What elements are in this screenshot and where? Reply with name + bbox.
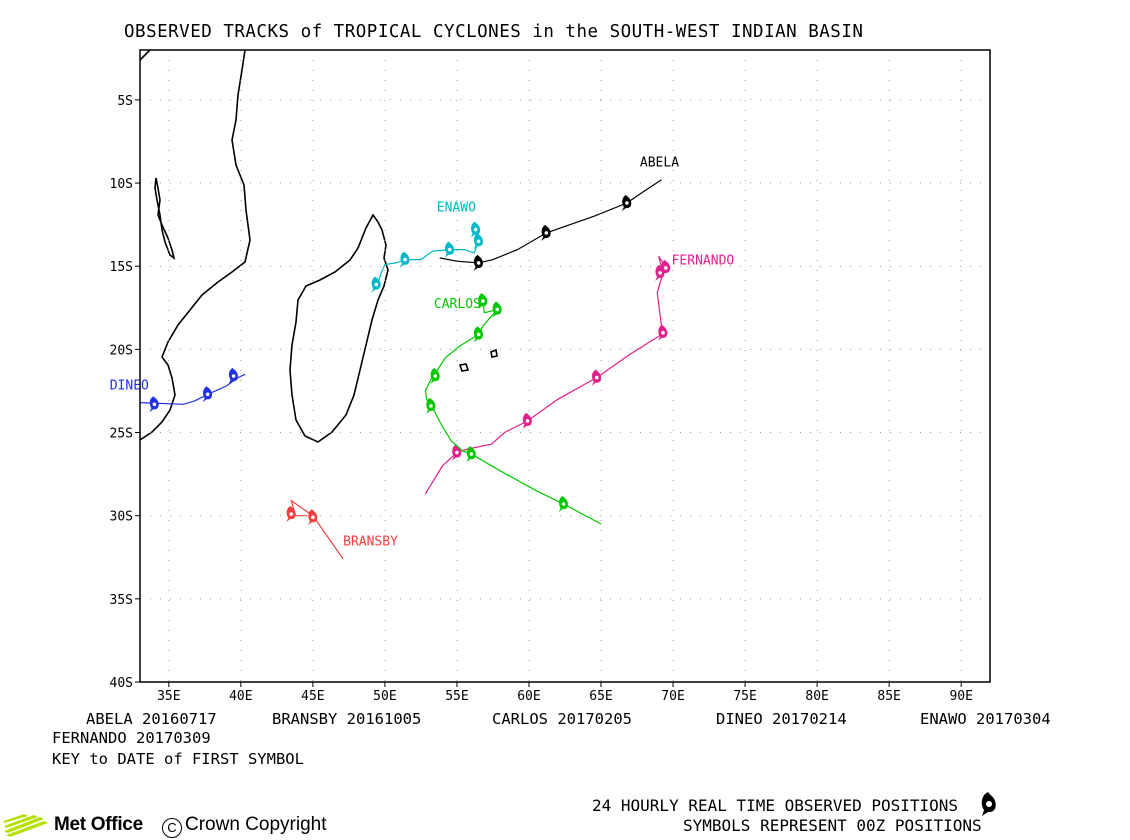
cyclone-symbol-enawo bbox=[400, 251, 410, 268]
key-entry-carlos: CARLOS 20170205 bbox=[492, 710, 632, 728]
key-entry-bransby: BRANSBY 20161005 bbox=[272, 710, 422, 728]
cyclone-symbol-enawo bbox=[371, 276, 381, 293]
tracks-layer bbox=[139, 179, 671, 560]
cyclone-symbol-abela bbox=[621, 195, 632, 211]
cyclone-symbol-dineo bbox=[202, 386, 213, 403]
cyclone-symbol-fernando bbox=[655, 264, 665, 281]
lat-tick-label: 15S bbox=[110, 260, 133, 275]
storm-label-abela: ABELA bbox=[640, 155, 679, 170]
map-frame bbox=[139, 49, 991, 683]
cyclone-symbol-fernando bbox=[451, 444, 462, 461]
key-caption: KEY to DATE of FIRST SYMBOL bbox=[52, 750, 304, 768]
track-enawo bbox=[377, 227, 480, 285]
copyright-symbol-icon: C bbox=[162, 818, 182, 838]
lat-tick-label: 35S bbox=[110, 593, 133, 608]
brand-name: Met Office bbox=[54, 814, 143, 835]
lat-tick-label: 10S bbox=[110, 177, 133, 192]
storm-label-bransby: BRANSBY bbox=[343, 535, 398, 550]
lon-tick-label: 50E bbox=[373, 689, 396, 704]
lon-tick-label: 35E bbox=[157, 689, 180, 704]
lon-tick-label: 60E bbox=[517, 689, 540, 704]
cyclone-symbol-enawo bbox=[444, 241, 455, 258]
copyright-notice: C Crown Copyright bbox=[162, 814, 327, 838]
storm-label-fernando: FERNANDO bbox=[672, 254, 735, 269]
key-entry-abela: ABELA 20160717 bbox=[86, 710, 217, 728]
track-bransby bbox=[290, 499, 344, 560]
cyclone-symbol-enawo bbox=[473, 233, 483, 250]
lat-tick-label: 5S bbox=[117, 94, 133, 109]
coastline-layer bbox=[139, 49, 498, 443]
mauritius-island bbox=[458, 363, 470, 372]
met-office-logo: Met Office bbox=[4, 812, 143, 838]
lon-tick-label: 40E bbox=[229, 689, 252, 704]
reunion-island bbox=[490, 348, 498, 358]
cyclone-symbol-dineo bbox=[228, 368, 238, 384]
cyclone-symbol-carlos bbox=[430, 368, 440, 384]
footer-symbols: SYMBOLS REPRESENT 00Z POSITIONS bbox=[683, 816, 982, 835]
africa-coastline bbox=[139, 49, 251, 441]
cyclone-symbol-fernando bbox=[522, 412, 532, 429]
madagascar-coastline bbox=[289, 213, 389, 443]
storm-label-carlos: CARLOS bbox=[434, 297, 481, 312]
met-office-logo-icon bbox=[4, 814, 48, 837]
lat-tick-label: 40S bbox=[110, 676, 133, 691]
lon-tick-label: 90E bbox=[949, 689, 972, 704]
key-entry-enawo: ENAWO 20170304 bbox=[920, 710, 1051, 728]
cyclone-symbol-dineo bbox=[149, 396, 159, 413]
map-title: OBSERVED TRACKS of TROPICAL CYCLONES in … bbox=[124, 22, 864, 42]
lon-tick-label: 55E bbox=[445, 689, 468, 704]
lon-tick-label: 70E bbox=[661, 689, 684, 704]
cyclone-symbol-abela bbox=[541, 224, 551, 241]
cyclone-symbol-carlos bbox=[426, 397, 436, 414]
cyclone-symbol-carlos bbox=[492, 301, 502, 318]
lon-tick-label: 85E bbox=[877, 689, 900, 704]
cyclone-symbol-bransby bbox=[286, 506, 296, 522]
cyclone-symbol-carlos bbox=[477, 293, 488, 310]
key-entry-dineo: DINEO 20170214 bbox=[716, 710, 847, 728]
cyclone-symbol-carlos bbox=[473, 326, 483, 343]
storm-label-dineo: DINEO bbox=[110, 378, 149, 393]
lat-tick-label: 20S bbox=[110, 343, 133, 358]
lat-tick-label: 25S bbox=[110, 427, 133, 442]
tick-labels-layer: 5S 10S 15S 20S 25S 30S 35S 40S 35E 40E 45E 50E 55E 60… bbox=[110, 94, 973, 704]
lake-malawi-outline bbox=[154, 177, 176, 260]
storm-label-enawo: ENAWO bbox=[437, 200, 476, 215]
cyclone-symbol-carlos bbox=[466, 446, 476, 463]
track-abela bbox=[439, 179, 662, 264]
graticule-layer bbox=[140, 50, 990, 682]
cyclone-symbol-fernando bbox=[591, 369, 602, 386]
key-entry-fernando: FERNANDO 20170309 bbox=[52, 729, 211, 747]
lon-tick-label: 65E bbox=[589, 689, 612, 704]
cyclone-symbol-carlos bbox=[558, 496, 568, 512]
cyclone-symbol-fernando bbox=[658, 324, 668, 341]
footer-positions: 24 HOURLY REAL TIME OBSERVED POSITIONS bbox=[592, 791, 1000, 817]
track-fernando bbox=[424, 255, 668, 495]
lon-tick-label: 80E bbox=[805, 689, 828, 704]
lon-tick-label: 75E bbox=[733, 689, 756, 704]
cyclone-symbol-bransby bbox=[307, 509, 318, 526]
cyclone-symbol-abela bbox=[473, 254, 483, 271]
lon-tick-label: 45E bbox=[301, 689, 324, 704]
cyclone-symbol-icon bbox=[981, 792, 996, 816]
track-carlos bbox=[424, 299, 602, 525]
lat-tick-label: 30S bbox=[110, 510, 133, 525]
storm-labels-layer: ABELA ENAWO FERNANDO CARLOS DINEO BRANSBY bbox=[110, 155, 735, 549]
